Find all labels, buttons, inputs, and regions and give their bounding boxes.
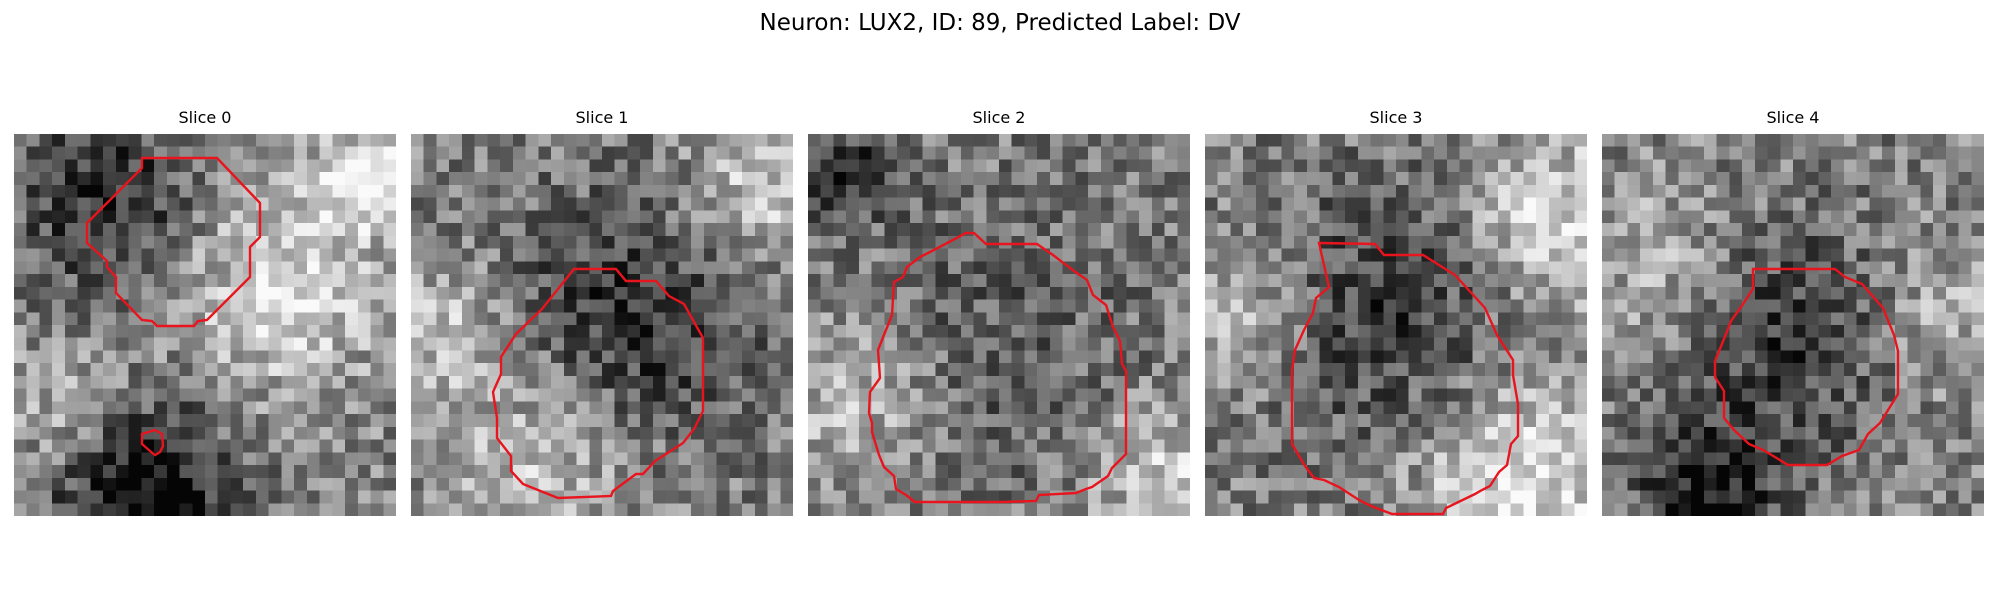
grayscale-image [14, 134, 396, 516]
slice-title: Slice 1 [575, 108, 629, 127]
slice-panel-1: Slice 1 [411, 108, 793, 516]
grayscale-image [1602, 134, 1984, 516]
roi-contour [1290, 241, 1520, 516]
slice-panel-0: Slice 0 [14, 108, 396, 516]
slice-title: Slice 0 [178, 108, 232, 127]
roi-contour [491, 267, 705, 500]
slice-image [1602, 134, 1984, 516]
grayscale-image [411, 134, 793, 516]
grayscale-image [1205, 134, 1587, 516]
slice-title: Slice 2 [972, 108, 1026, 127]
slice-title: Slice 3 [1369, 108, 1423, 127]
roi-contour [85, 156, 262, 457]
slice-image [1205, 134, 1587, 516]
slice-title: Slice 4 [1766, 108, 1820, 127]
figure-title: Neuron: LUX2, ID: 89, Predicted Label: D… [759, 10, 1241, 36]
slice-image [808, 134, 1190, 516]
roi-contour [1713, 267, 1900, 467]
slice-panel-2: Slice 2 [808, 108, 1190, 516]
roi-contour [867, 231, 1128, 504]
slice-image [411, 134, 793, 516]
slice-panel-3: Slice 3 [1205, 108, 1587, 516]
slice-panel-4: Slice 4 [1602, 108, 1984, 516]
slice-image [14, 134, 396, 516]
